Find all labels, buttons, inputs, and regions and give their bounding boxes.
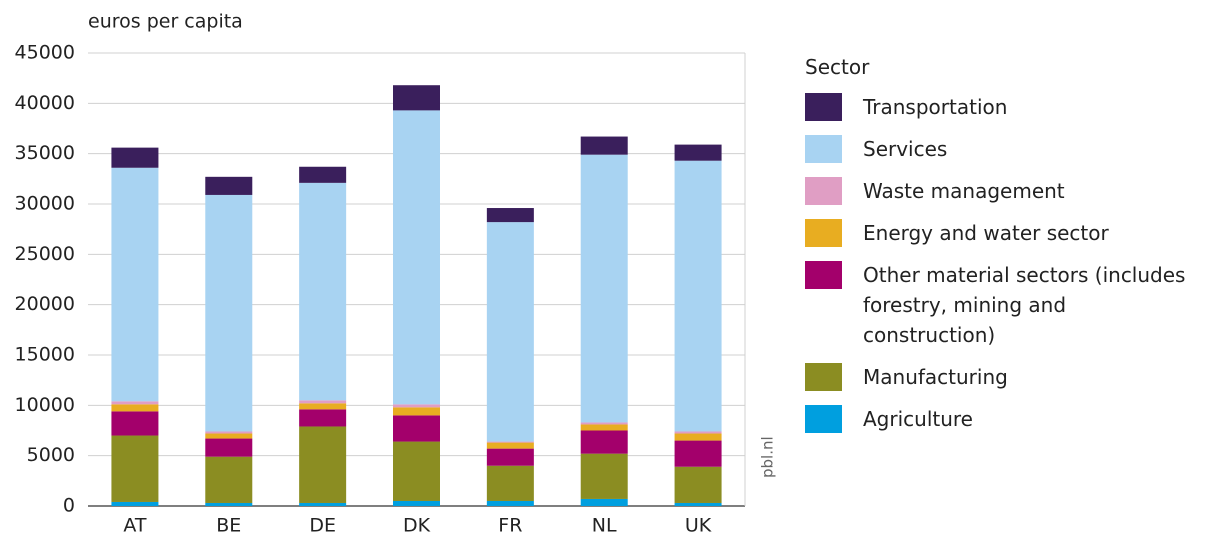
source: pbl.nl: [759, 436, 777, 478]
bar-segment: [111, 167, 159, 402]
bar-segment: [205, 431, 253, 434]
legend-title: Sector: [805, 55, 870, 79]
bar-segment: [674, 431, 722, 434]
bar-segment: [580, 422, 628, 425]
bar-segment: [393, 110, 440, 405]
x-tick-label: DK: [403, 515, 431, 535]
bar-segment: [486, 441, 534, 443]
legend-item: Other material sectors (includes forestr…: [805, 260, 1205, 350]
bar-segment: [393, 500, 440, 506]
bar-segment: [393, 85, 440, 111]
legend-swatch: [805, 177, 842, 205]
bar-segment: [674, 502, 722, 506]
bar-segment: [580, 136, 628, 155]
y-tick-label: 30000: [15, 193, 75, 215]
bar-segment: [674, 466, 722, 503]
bar-segment: [674, 160, 722, 432]
y-axis-label: euros per capita: [88, 11, 243, 33]
legend-label: Services: [863, 137, 948, 161]
legend-swatch: [805, 219, 842, 247]
legend-item: Waste management: [805, 176, 1205, 206]
x-tick-label: UK: [685, 515, 712, 535]
y-tick-label: 25000: [15, 243, 75, 265]
bar-segment: [299, 400, 347, 404]
bar-segment: [111, 147, 159, 168]
legend-item: Manufacturing: [805, 362, 1205, 392]
legend-label: Manufacturing: [863, 365, 1008, 389]
bar-segment: [393, 415, 440, 442]
bar-segment: [111, 411, 159, 436]
legend-label: Waste management: [863, 179, 1065, 203]
bar-segment: [299, 502, 347, 506]
legend-item: Energy and water sector: [805, 218, 1205, 248]
y-tick-label: 35000: [15, 142, 75, 164]
legend-swatch: [805, 261, 842, 289]
bar-segment: [111, 401, 159, 405]
bar-segment: [580, 424, 628, 431]
bar-segment: [299, 403, 347, 410]
y-tick-label: 45000: [15, 42, 75, 64]
bar-segment: [205, 456, 253, 503]
bar-segment: [393, 404, 440, 408]
bar-segment: [393, 441, 440, 501]
legend-swatch: [805, 93, 842, 121]
y-tick-label: 0: [63, 495, 75, 517]
bar-segment: [111, 404, 159, 412]
bar-segment: [580, 498, 628, 506]
x-tick-label: AT: [123, 515, 147, 535]
bar-segment: [486, 500, 534, 506]
bar-segment: [393, 407, 440, 416]
legend-label: Agriculture: [863, 407, 973, 431]
bar-segment: [111, 435, 159, 502]
y-tick-label: 5000: [27, 444, 75, 466]
bar-segment: [299, 426, 347, 503]
chart: euros per capita pbl.nl 0 5000 10000 15000 2…: [15, 11, 777, 535]
bar-segment: [205, 502, 253, 506]
legend-label: Transportation: [863, 95, 1008, 119]
bar-segment: [205, 433, 253, 439]
bar-segment: [674, 440, 722, 467]
bar-segment: [205, 438, 253, 457]
bar-segment: [111, 501, 159, 506]
y-tick-label: 40000: [15, 92, 75, 114]
legend-swatch: [805, 363, 842, 391]
bar-segment: [299, 166, 347, 183]
bar-segment: [580, 154, 628, 423]
x-tick-label: BE: [216, 515, 241, 535]
y-tick-label: 10000: [15, 394, 75, 416]
legend-label: Other material sectors (includes forestr…: [863, 263, 1186, 347]
x-tick-label: DE: [309, 515, 336, 535]
bar-segment: [486, 442, 534, 449]
legend-item: Transportation: [805, 92, 1205, 122]
bar-segment: [486, 222, 534, 442]
y-tick-label: 15000: [15, 344, 75, 366]
bar-segment: [580, 453, 628, 499]
bar-segment: [205, 194, 253, 432]
legend-swatch: [805, 135, 842, 163]
bar-segment: [674, 433, 722, 441]
bar-segment: [299, 409, 347, 427]
bar-segment: [486, 465, 534, 501]
bar-segment: [580, 430, 628, 454]
bar-segment: [674, 144, 722, 161]
bar-segment: [486, 448, 534, 466]
legend-label: Energy and water sector: [863, 221, 1109, 245]
x-tick-label: FR: [498, 515, 522, 535]
legend-item: Services: [805, 134, 1205, 164]
legend-swatch: [805, 405, 842, 433]
y-tick-label: 20000: [15, 293, 75, 315]
legend: Sector Transportation Services Waste manag…: [805, 52, 1205, 446]
legend-item: Agriculture: [805, 404, 1205, 434]
bar-segment: [486, 208, 534, 223]
x-tick-label: NL: [592, 515, 617, 535]
bar-segment: [205, 176, 253, 195]
bar-segment: [299, 182, 347, 401]
